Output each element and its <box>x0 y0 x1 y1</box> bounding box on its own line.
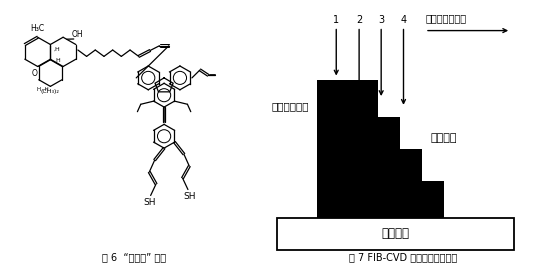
Text: 1: 1 <box>333 15 339 25</box>
Text: 离子束扫描方向: 离子束扫描方向 <box>425 14 466 24</box>
Text: H  H: H H <box>37 88 49 93</box>
Text: (CH₃)₂: (CH₃)₂ <box>41 89 60 94</box>
Text: 4: 4 <box>400 15 407 25</box>
Text: O: O <box>31 69 37 78</box>
Text: 沉积结构: 沉积结构 <box>430 133 457 143</box>
Text: H: H <box>55 58 60 63</box>
Text: SH: SH <box>143 198 155 207</box>
Bar <box>277 218 514 250</box>
Bar <box>399 149 422 218</box>
Text: 图 6  “燔皮士” 分子: 图 6 “燔皮士” 分子 <box>102 252 167 262</box>
Bar <box>377 117 400 218</box>
Text: H₃C: H₃C <box>31 24 45 33</box>
Bar <box>355 80 378 218</box>
Text: 聚焦镜离子束: 聚焦镜离子束 <box>272 101 309 111</box>
Text: OH: OH <box>72 30 83 39</box>
Bar <box>317 80 355 218</box>
Text: 2: 2 <box>356 15 362 25</box>
Text: ,H: ,H <box>53 47 60 52</box>
Text: SH: SH <box>183 192 195 201</box>
Bar <box>421 181 444 218</box>
Text: 图 7 FIB-CVD 制备三维纳米结构: 图 7 FIB-CVD 制备三维纳米结构 <box>349 252 458 262</box>
Text: 3: 3 <box>378 15 384 25</box>
Text: 基体材料: 基体材料 <box>381 227 409 240</box>
